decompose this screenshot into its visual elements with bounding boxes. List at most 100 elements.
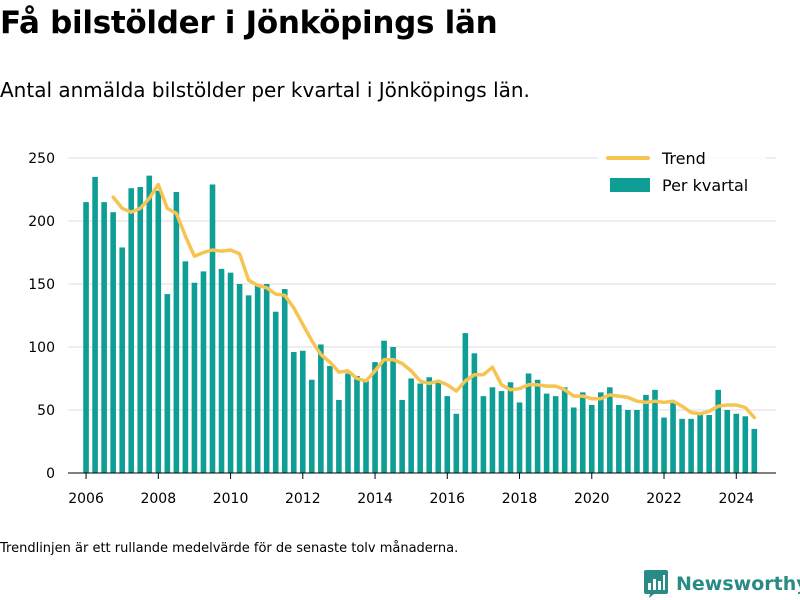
bar (299, 350, 306, 473)
bar (137, 186, 144, 474)
bar (155, 190, 162, 473)
y-tick-label: 200 (28, 214, 55, 230)
bar (408, 378, 414, 473)
bar (227, 272, 234, 473)
trend-series (111, 182, 757, 420)
bar (643, 394, 649, 473)
footnote: Trendlinjen är ett rullande medelvärde f… (0, 541, 459, 556)
bar (390, 347, 396, 473)
bar (688, 418, 694, 473)
trend-line (111, 182, 757, 420)
bar (372, 362, 378, 473)
bar (327, 365, 333, 473)
y-tick-label: 100 (28, 340, 55, 356)
bar (498, 391, 505, 473)
bar (309, 379, 315, 473)
bar (209, 184, 216, 473)
bar (164, 294, 171, 473)
bar (200, 271, 207, 473)
x-tick-label: 2008 (140, 491, 176, 507)
x-tick-label: 2018 (502, 491, 538, 507)
bar (444, 396, 451, 473)
bar (318, 344, 324, 473)
bar (236, 284, 243, 473)
bar (101, 202, 107, 473)
bar (417, 383, 423, 473)
x-tick-label: 2010 (213, 491, 249, 507)
x-tick-label: 2016 (429, 491, 465, 507)
bar (290, 352, 297, 473)
bar (625, 410, 631, 473)
bar (489, 387, 496, 473)
bar (426, 377, 433, 473)
bar (588, 404, 595, 473)
bar (381, 340, 387, 473)
brand-name: Newsworthy (676, 573, 800, 595)
bar (724, 410, 731, 473)
bar (281, 289, 288, 473)
bar (363, 381, 369, 473)
bar (616, 404, 622, 473)
bar-chart-logo-icon (644, 570, 668, 598)
bar (697, 412, 703, 473)
bar (715, 389, 722, 473)
bar (182, 261, 189, 473)
legend-trend-label: Trend (661, 149, 706, 168)
bar (119, 247, 125, 473)
legend-bar-swatch (610, 178, 650, 192)
x-tick-label: 2022 (646, 491, 682, 507)
x-tick-label: 2006 (68, 491, 104, 507)
bar (83, 202, 89, 473)
bar (92, 176, 98, 473)
bar (525, 373, 532, 473)
legend-bar-label: Per kvartal (662, 176, 748, 195)
bar (706, 415, 712, 473)
bar (534, 379, 541, 473)
axes: 0 50 100 150 200 250 2006 2008 2010 2012 2014 2016 2… (28, 151, 776, 507)
brand[interactable]: Newsworthy (644, 570, 800, 598)
bar (661, 417, 667, 473)
y-tick-label: 250 (28, 151, 55, 167)
y-tick-label: 0 (46, 466, 55, 482)
bar (218, 268, 225, 473)
bar (435, 381, 442, 473)
bar (128, 188, 135, 474)
bar (146, 175, 153, 473)
bar (354, 375, 360, 473)
chart-title: Få bilstölder i Jönköpings län (0, 5, 498, 41)
bar (173, 192, 180, 473)
bar (110, 212, 116, 473)
x-tick-label: 2014 (357, 491, 393, 507)
bar (516, 402, 523, 473)
bar (652, 389, 658, 473)
bar (742, 416, 749, 473)
bar-series (83, 175, 758, 474)
bar (263, 284, 270, 473)
bar (336, 399, 342, 473)
y-tick-label: 50 (37, 403, 55, 419)
y-tick-label: 150 (28, 277, 55, 293)
bar (543, 393, 550, 473)
bar (607, 387, 613, 473)
bar (579, 392, 586, 473)
chart-subtitle: Antal anmälda bilstölder per kvartal i J… (0, 78, 530, 102)
bar (191, 282, 198, 473)
x-tick-label: 2020 (574, 491, 610, 507)
bar (480, 396, 487, 473)
bar (471, 353, 478, 473)
bar (254, 285, 261, 473)
bar (570, 407, 577, 473)
bar (561, 387, 568, 473)
bar (552, 396, 559, 473)
bar (462, 333, 469, 473)
x-tick-label: 2012 (285, 491, 321, 507)
bar (598, 392, 604, 473)
bar (507, 382, 514, 473)
bar (399, 399, 405, 473)
bar (679, 418, 685, 473)
bar (670, 402, 676, 473)
bar (345, 373, 351, 473)
bar (733, 413, 740, 473)
bar (245, 295, 252, 473)
